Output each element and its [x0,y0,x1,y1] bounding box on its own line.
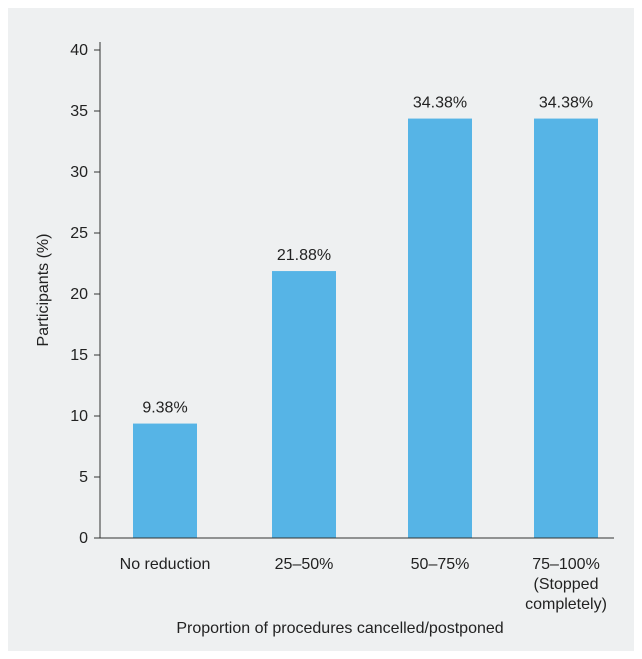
y-tick-label: 15 [70,347,88,364]
data-label: 21.88% [277,247,331,264]
x-axis-title: Proportion of procedures cancelled/postp… [176,620,503,637]
x-tick-label: No reduction [120,556,211,573]
bar [534,118,598,539]
data-label: 34.38% [539,95,593,112]
data-label: 9.38% [142,400,187,417]
y-tick-label: 35 [70,103,88,120]
y-tick-label: 10 [70,408,88,425]
data-label: 34.38% [413,95,467,112]
x-tick-label: 75–100% [532,556,600,573]
data-labels: 9.38% 21.88% 34.38% 34.38% [142,95,593,417]
y-tick-label: 20 [70,286,88,303]
bars [133,118,598,539]
y-tick-label: 25 [70,225,88,242]
y-tick-label: 0 [79,530,88,547]
y-axis-ticks: 0 5 10 15 20 25 30 35 40 [70,42,100,547]
x-axis-categories: No reduction 25–50% 50–75% 75–100% (Stopped c… [120,556,607,613]
x-tick-label: (Stopped [534,576,599,593]
bar [408,118,472,539]
y-tick-label: 5 [79,469,88,486]
y-axis-title: Participants (%) [35,234,52,347]
bar [133,423,197,538]
x-tick-label: 25–50% [275,556,334,573]
bar [272,271,336,538]
x-tick-label: 50–75% [411,556,470,573]
y-tick-label: 30 [70,164,88,181]
x-tick-label: completely) [525,596,607,613]
y-tick-label: 40 [70,42,88,59]
